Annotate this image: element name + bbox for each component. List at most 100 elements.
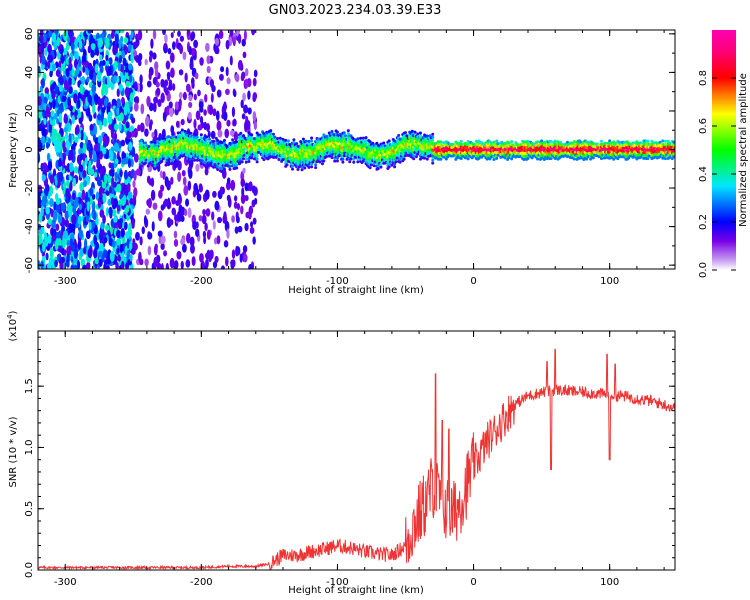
heatmap-cell bbox=[118, 121, 122, 132]
heatmap-cell bbox=[405, 134, 409, 138]
heatmap-cell bbox=[540, 139, 544, 143]
heatmap-cell bbox=[250, 156, 254, 160]
heatmap-cell bbox=[224, 128, 230, 139]
heatmap-cell bbox=[192, 220, 198, 231]
heatmap-cell bbox=[73, 38, 79, 50]
heatmap-cell bbox=[97, 250, 103, 258]
heatmap-cell bbox=[295, 142, 299, 146]
heatmap-cell bbox=[244, 120, 249, 131]
heatmap-cell bbox=[103, 263, 107, 269]
heatmap-cell bbox=[119, 243, 124, 254]
heatmap-cell bbox=[138, 52, 143, 61]
heatmap-cell bbox=[38, 117, 41, 125]
heatmap-cell bbox=[182, 51, 187, 61]
heatmap-cell bbox=[47, 218, 53, 226]
heatmap-cell bbox=[204, 167, 209, 176]
heatmap-cell bbox=[215, 47, 220, 55]
heatmap-cell bbox=[252, 236, 256, 245]
heatmap-cell bbox=[71, 77, 75, 85]
heatmap-cell bbox=[208, 253, 212, 263]
heatmap-cell bbox=[49, 247, 54, 259]
heatmap-cell bbox=[84, 157, 88, 166]
heatmap-cell bbox=[193, 158, 197, 162]
heatmap-cell bbox=[150, 163, 154, 167]
snr-series-line bbox=[38, 348, 675, 570]
heatmap-cell bbox=[41, 126, 46, 137]
heatmap-cell bbox=[214, 255, 219, 263]
heatmap-cell bbox=[222, 167, 226, 171]
heatmap-cell bbox=[243, 30, 247, 41]
heatmap-cell bbox=[180, 134, 184, 138]
heatmap-cell bbox=[48, 30, 53, 38]
heatmap-cell bbox=[77, 110, 82, 119]
heatmap-cell bbox=[249, 205, 253, 213]
heatmap-cell bbox=[156, 140, 160, 144]
heatmap-cell bbox=[198, 215, 203, 222]
heatmap-cell bbox=[160, 184, 165, 192]
heatmap-cell bbox=[131, 117, 136, 124]
heatmap-cell bbox=[216, 89, 222, 98]
heatmap-cell bbox=[184, 72, 188, 83]
heatmap-cell bbox=[59, 261, 64, 269]
heatmap-cell bbox=[46, 262, 52, 269]
heatmap-cell bbox=[225, 88, 230, 96]
heatmap-cell bbox=[327, 131, 331, 135]
heatmap-cell bbox=[526, 157, 530, 161]
heatmap-cell bbox=[663, 142, 667, 146]
heatmap-cell bbox=[431, 158, 435, 162]
heatmap-cell bbox=[60, 54, 65, 64]
heatmap-cell bbox=[203, 236, 207, 245]
heatmap-cell bbox=[93, 248, 98, 259]
heatmap-cell bbox=[67, 96, 71, 107]
heatmap-cell bbox=[252, 111, 257, 122]
heatmap-cell bbox=[325, 154, 329, 158]
heatmap-cell bbox=[108, 65, 112, 76]
heatmap-cell bbox=[156, 262, 162, 269]
heatmap-cell bbox=[109, 57, 113, 66]
heatmap-cell bbox=[53, 201, 57, 211]
heatmap-cell bbox=[79, 83, 84, 95]
heatmap-cell bbox=[346, 129, 350, 133]
heatmap-cell bbox=[187, 111, 192, 120]
heatmap-cell bbox=[661, 139, 665, 143]
heatmap-cell bbox=[226, 119, 231, 127]
heatmap-cell bbox=[223, 240, 229, 248]
heatmap-cell bbox=[45, 252, 49, 261]
heatmap-cell bbox=[152, 30, 157, 40]
heatmap-cell bbox=[92, 211, 97, 221]
heatmap-cell bbox=[102, 249, 108, 258]
heatmap-cell bbox=[258, 133, 262, 137]
heatmap-cell bbox=[124, 231, 130, 239]
heatmap-cell bbox=[198, 101, 204, 109]
heatmap-cell bbox=[431, 132, 435, 136]
heatmap-cell bbox=[92, 86, 96, 97]
heatmap-cell bbox=[526, 139, 530, 143]
heatmap-cell bbox=[157, 98, 162, 108]
heatmap-cell bbox=[199, 133, 203, 137]
heatmap-cell bbox=[314, 163, 318, 167]
heatmap-cell bbox=[58, 157, 62, 168]
heatmap-cell bbox=[147, 232, 153, 240]
heatmap-cell bbox=[135, 231, 140, 241]
heatmap-cell bbox=[123, 37, 129, 44]
heatmap-cell bbox=[158, 235, 162, 245]
heatmap-cell bbox=[128, 141, 133, 151]
heatmap-cell bbox=[170, 125, 175, 134]
heatmap-cell bbox=[591, 141, 595, 145]
heatmap-cell bbox=[239, 131, 243, 135]
heatmap-cell bbox=[235, 140, 239, 144]
x-tick-label: 0 bbox=[470, 577, 476, 588]
heatmap-cell bbox=[106, 75, 110, 85]
heatmap-cell bbox=[186, 159, 190, 163]
heatmap-cell bbox=[86, 142, 91, 152]
heatmap-cell bbox=[74, 125, 80, 135]
heatmap-cell bbox=[127, 191, 133, 200]
heatmap-cell bbox=[119, 218, 123, 225]
heatmap-cell bbox=[150, 189, 156, 201]
heatmap-cell bbox=[361, 136, 365, 140]
heatmap-cell bbox=[56, 118, 60, 125]
heatmap-cell bbox=[89, 168, 95, 176]
heatmap-cell bbox=[244, 195, 249, 202]
heatmap-cell bbox=[269, 134, 273, 138]
heatmap-cell bbox=[125, 80, 130, 88]
